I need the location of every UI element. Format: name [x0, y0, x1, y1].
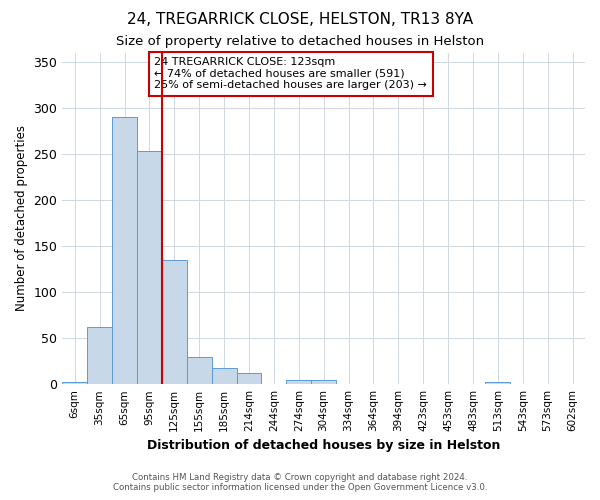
Bar: [112, 117, 137, 384]
Bar: [162, 260, 187, 384]
Text: Size of property relative to detached houses in Helston: Size of property relative to detached ho…: [116, 35, 484, 48]
Bar: [311, 380, 336, 384]
Bar: [212, 368, 236, 384]
Bar: [62, 382, 87, 384]
Bar: [286, 380, 311, 384]
Bar: [485, 382, 511, 384]
Bar: [187, 356, 212, 384]
Bar: [87, 327, 112, 384]
X-axis label: Distribution of detached houses by size in Helston: Distribution of detached houses by size …: [147, 440, 500, 452]
Text: Contains HM Land Registry data © Crown copyright and database right 2024.
Contai: Contains HM Land Registry data © Crown c…: [113, 473, 487, 492]
Y-axis label: Number of detached properties: Number of detached properties: [15, 126, 28, 312]
Text: 24, TREGARRICK CLOSE, HELSTON, TR13 8YA: 24, TREGARRICK CLOSE, HELSTON, TR13 8YA: [127, 12, 473, 28]
Text: 24 TREGARRICK CLOSE: 123sqm
← 74% of detached houses are smaller (591)
25% of se: 24 TREGARRICK CLOSE: 123sqm ← 74% of det…: [154, 57, 427, 90]
Bar: [236, 373, 262, 384]
Bar: [137, 151, 162, 384]
